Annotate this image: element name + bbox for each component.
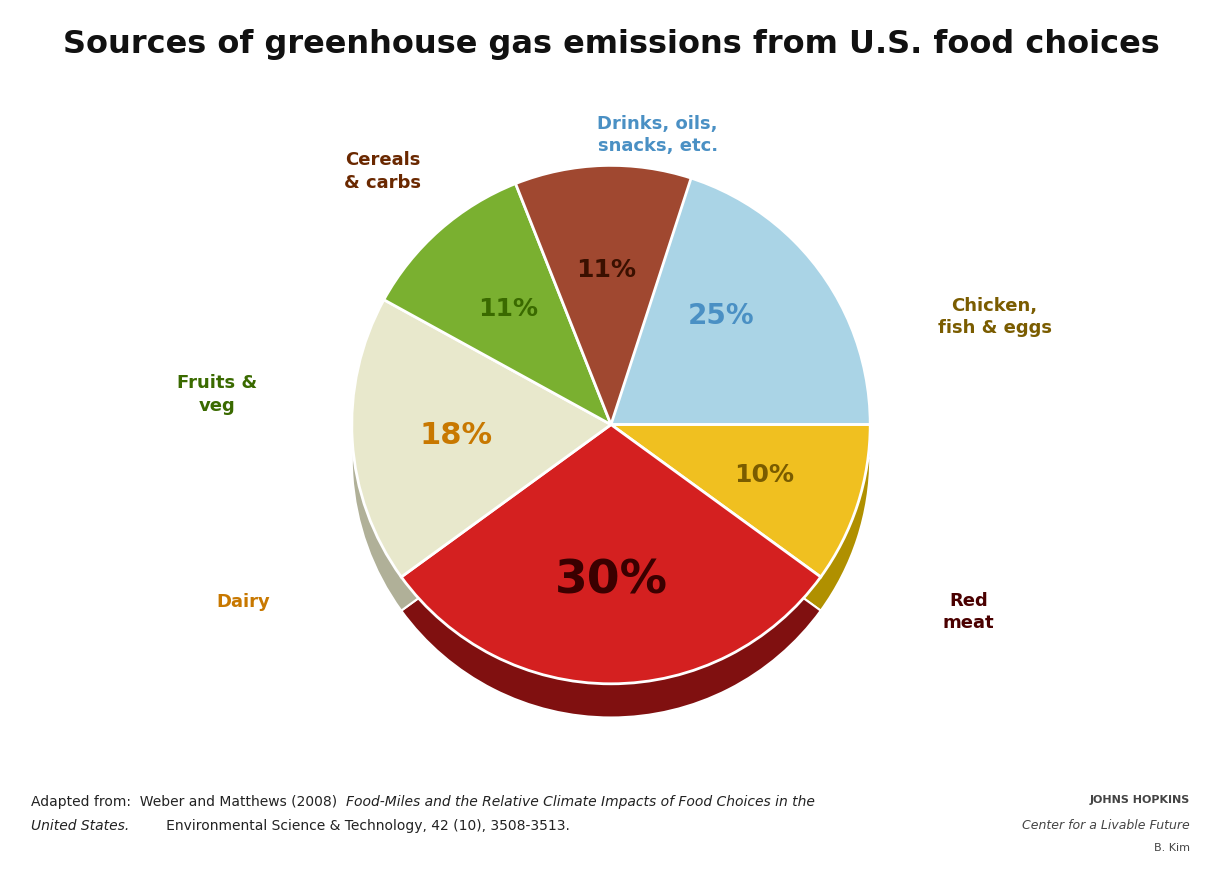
Text: Center for a Livable Future: Center for a Livable Future <box>1023 818 1190 831</box>
Text: 18%: 18% <box>419 420 492 450</box>
Text: Drinks, oils,
snacks, etc.: Drinks, oils, snacks, etc. <box>598 115 717 156</box>
Wedge shape <box>516 200 692 459</box>
Text: JOHNS HOPKINS: JOHNS HOPKINS <box>1090 794 1190 804</box>
Wedge shape <box>384 184 611 426</box>
Text: Adapted from:  Weber and Matthews (2008): Adapted from: Weber and Matthews (2008) <box>31 794 341 808</box>
Text: Cereals
& carbs: Cereals & carbs <box>345 151 422 191</box>
Text: Environmental Science & Technology, 42 (10), 3508-3513.: Environmental Science & Technology, 42 (… <box>153 818 569 832</box>
Wedge shape <box>352 334 611 611</box>
Wedge shape <box>401 426 821 684</box>
Text: 10%: 10% <box>734 463 794 486</box>
Wedge shape <box>611 200 870 459</box>
Text: Sources of greenhouse gas emissions from U.S. food choices: Sources of greenhouse gas emissions from… <box>62 29 1160 60</box>
Wedge shape <box>611 459 870 611</box>
Wedge shape <box>516 166 692 426</box>
Wedge shape <box>611 166 870 426</box>
Text: 25%: 25% <box>688 301 754 329</box>
Text: 11%: 11% <box>576 257 637 282</box>
Text: 30%: 30% <box>555 558 667 603</box>
Text: Food-Miles and the Relative Climate Impacts of Food Choices in the: Food-Miles and the Relative Climate Impa… <box>346 794 815 808</box>
Text: Red
meat: Red meat <box>943 592 995 632</box>
Text: Fruits &
veg: Fruits & veg <box>177 374 257 414</box>
Text: B. Kim: B. Kim <box>1155 842 1190 852</box>
Wedge shape <box>384 218 611 459</box>
Text: Chicken,
fish & eggs: Chicken, fish & eggs <box>937 296 1052 336</box>
Wedge shape <box>352 300 611 578</box>
Text: 11%: 11% <box>478 297 538 321</box>
Text: Dairy: Dairy <box>216 592 270 611</box>
Wedge shape <box>401 459 821 718</box>
Wedge shape <box>611 426 870 578</box>
Text: United States.: United States. <box>31 818 128 832</box>
